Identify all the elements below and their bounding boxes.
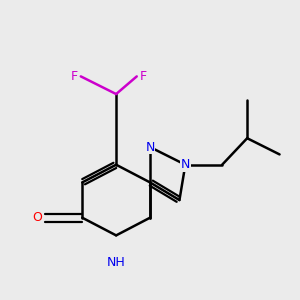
Text: NH: NH <box>107 256 125 269</box>
Text: N: N <box>181 158 190 171</box>
Text: F: F <box>71 70 78 83</box>
Text: F: F <box>140 70 147 83</box>
Text: N: N <box>145 141 155 154</box>
Text: O: O <box>33 211 43 224</box>
